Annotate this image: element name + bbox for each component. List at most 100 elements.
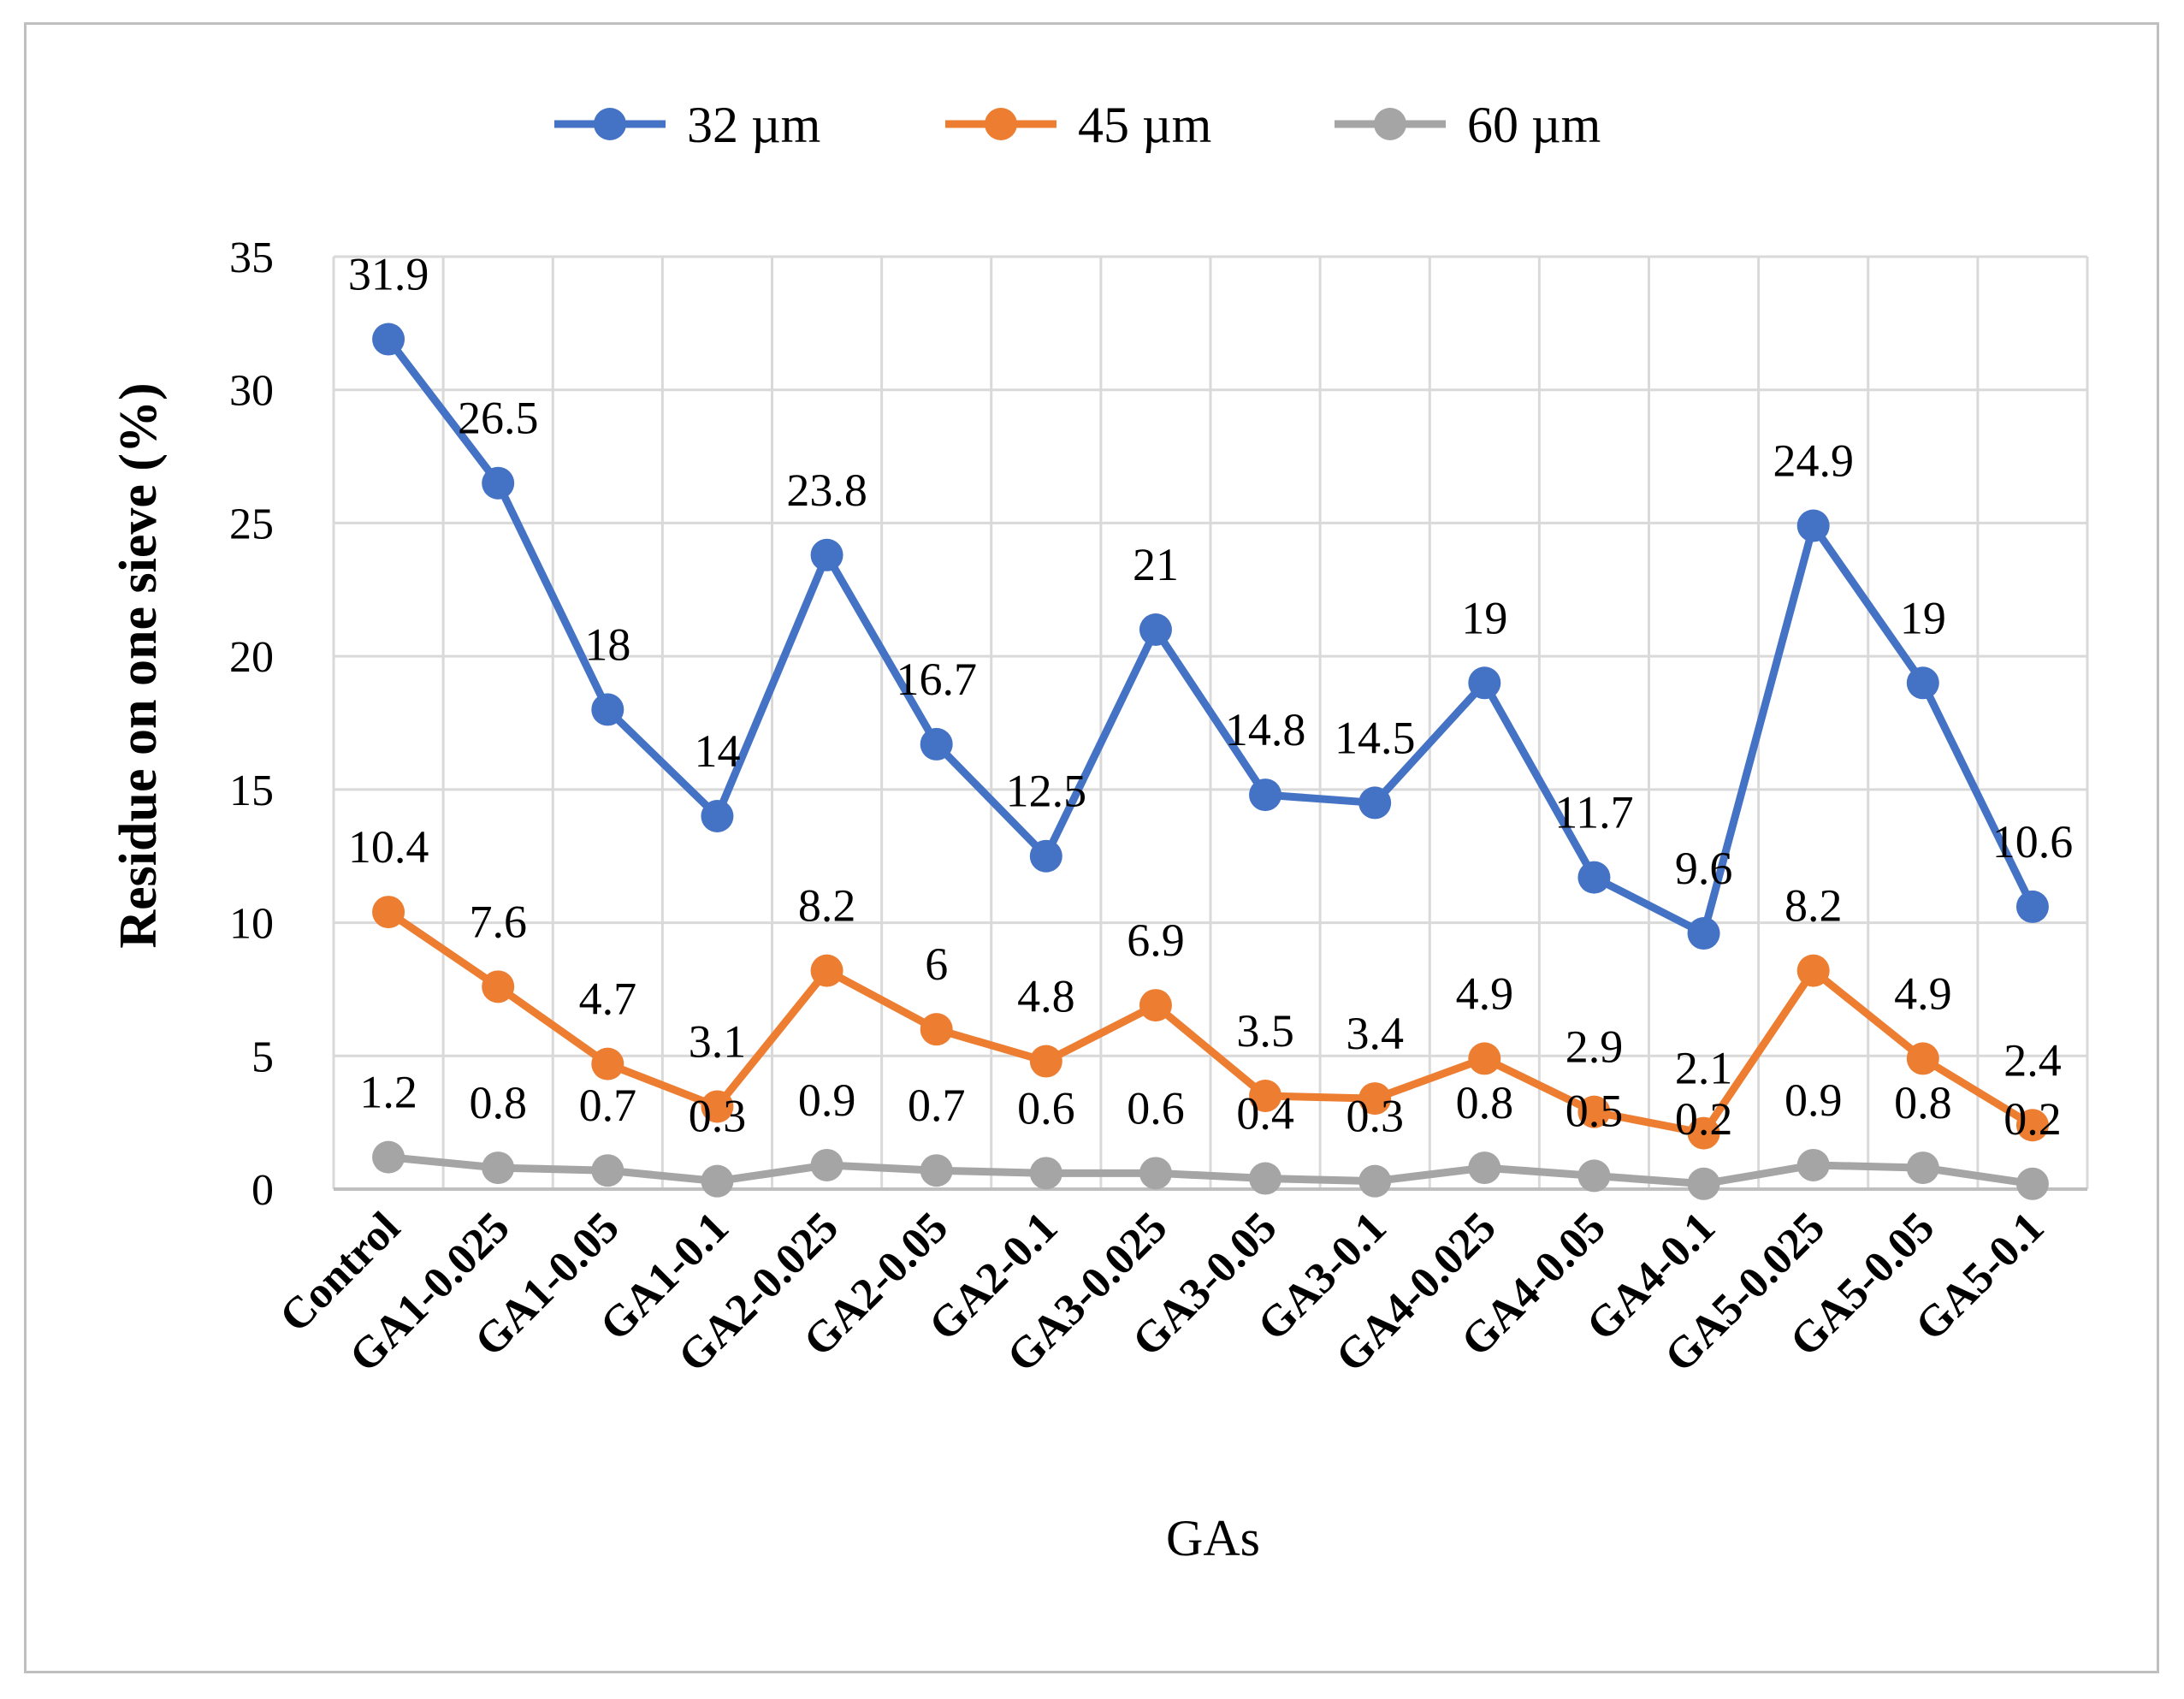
data-point [591, 1154, 624, 1187]
data-point [1687, 1116, 1720, 1150]
data-point [1029, 1157, 1062, 1190]
data-label: 8.2 [1784, 880, 1843, 932]
data-point [1906, 666, 1939, 700]
data-label: 2.1 [1675, 1043, 1733, 1094]
data-point [1029, 1045, 1062, 1078]
data-label: 3.4 [1346, 1008, 1404, 1059]
data-point [482, 1151, 515, 1185]
data-point [1796, 509, 1830, 542]
data-label: 19 [1900, 592, 1946, 643]
data-label: 18 [584, 619, 630, 670]
data-point [1029, 839, 1062, 873]
y-tick-label: 15 [229, 767, 274, 815]
legend-marker-0 [594, 108, 626, 140]
data-label: 31.9 [348, 249, 429, 300]
data-label: 24.9 [1773, 435, 1854, 487]
data-label: 21 [1133, 539, 1179, 590]
data-point [1687, 917, 1720, 950]
data-label: 10.6 [1992, 816, 2074, 867]
data-label: 1.2 [359, 1067, 417, 1118]
data-label: 10.4 [348, 821, 429, 873]
y-axis-title: Residue on one sieve (%) [109, 382, 168, 948]
data-label: 23.8 [786, 465, 867, 516]
data-point [1577, 1159, 1611, 1193]
data-label: 0.8 [1894, 1077, 1952, 1128]
y-tick-label: 0 [252, 1166, 274, 1215]
data-label: 14.8 [1225, 704, 1306, 755]
data-point [920, 1013, 953, 1046]
data-point [1687, 1167, 1720, 1200]
data-label: 2.4 [2003, 1034, 2062, 1086]
data-label: 0.3 [1346, 1091, 1404, 1142]
data-point [372, 1140, 405, 1174]
data-point [1249, 1080, 1282, 1112]
data-labels: 31.9 26.5 18 14 23.8 16.7 12.5 21 14.8 14.5 19 11.7… [348, 249, 2073, 1145]
data-point [1358, 1082, 1392, 1116]
data-label: 4.9 [1456, 968, 1514, 1019]
data-point [701, 1090, 734, 1123]
data-label: 3.1 [689, 1015, 747, 1067]
data-label: 6.9 [1127, 915, 1185, 966]
data-point [920, 1154, 953, 1187]
data-point [1358, 1164, 1392, 1198]
data-label: 0.8 [469, 1077, 527, 1128]
data-label: 4.8 [1017, 971, 1075, 1022]
data-point [810, 1148, 843, 1181]
data-label: 8.2 [798, 880, 856, 932]
data-label: 26.5 [458, 393, 539, 444]
data-point [1468, 666, 1501, 700]
data-label: 6 [925, 938, 948, 990]
data-point [1249, 778, 1282, 812]
data-label: 0.7 [579, 1080, 637, 1131]
legend-label-1: 45 µm [1078, 97, 1211, 153]
chart-frame [24, 22, 2159, 1673]
data-point [1139, 1157, 1172, 1190]
data-point [482, 466, 515, 500]
y-tick-label: 20 [229, 633, 274, 682]
data-label: 11.7 [1554, 787, 1634, 838]
data-label: 0.3 [689, 1091, 747, 1142]
data-point [2015, 1109, 2049, 1142]
y-tick-label: 25 [229, 500, 274, 548]
data-label: 14 [694, 725, 740, 777]
data-point [1577, 1095, 1611, 1128]
data-point [1139, 989, 1172, 1022]
data-point [1906, 1151, 1939, 1185]
series-line-2 [388, 1153, 2033, 1188]
data-label: 4.9 [1894, 968, 1952, 1019]
data-point [482, 970, 515, 1003]
data-point [1796, 1148, 1830, 1181]
data-point [1468, 1042, 1501, 1075]
legend-marker-2 [1374, 108, 1406, 140]
data-label: 0.7 [908, 1080, 966, 1131]
data-point [810, 954, 843, 987]
data-label: 9.6 [1675, 843, 1733, 894]
data-label: 2.9 [1565, 1021, 1624, 1073]
data-label: 7.6 [469, 896, 527, 947]
data-point [701, 1164, 734, 1198]
data-label: 4.7 [579, 974, 637, 1025]
data-label: 19 [1461, 592, 1507, 643]
data-point [591, 693, 624, 726]
data-label: 16.7 [896, 654, 977, 705]
series-line-0 [385, 336, 2036, 938]
data-label: 0.2 [1675, 1093, 1733, 1145]
data-label: 0.4 [1236, 1088, 1294, 1140]
data-point [372, 323, 405, 356]
data-label: 0.9 [1784, 1074, 1843, 1126]
data-label: 0.6 [1017, 1082, 1075, 1134]
data-label: 0.9 [798, 1074, 856, 1126]
data-point [591, 1047, 624, 1080]
data-point [1796, 954, 1830, 987]
data-point [2015, 890, 2049, 923]
data-label: 3.5 [1236, 1005, 1294, 1057]
data-point [701, 800, 734, 832]
series-lines [372, 323, 2049, 1200]
data-label: 0.5 [1565, 1085, 1624, 1136]
data-point [1358, 786, 1392, 820]
data-point [810, 538, 843, 571]
series-line-1 [386, 909, 2035, 1138]
data-point [372, 896, 405, 929]
data-point [1249, 1162, 1282, 1195]
